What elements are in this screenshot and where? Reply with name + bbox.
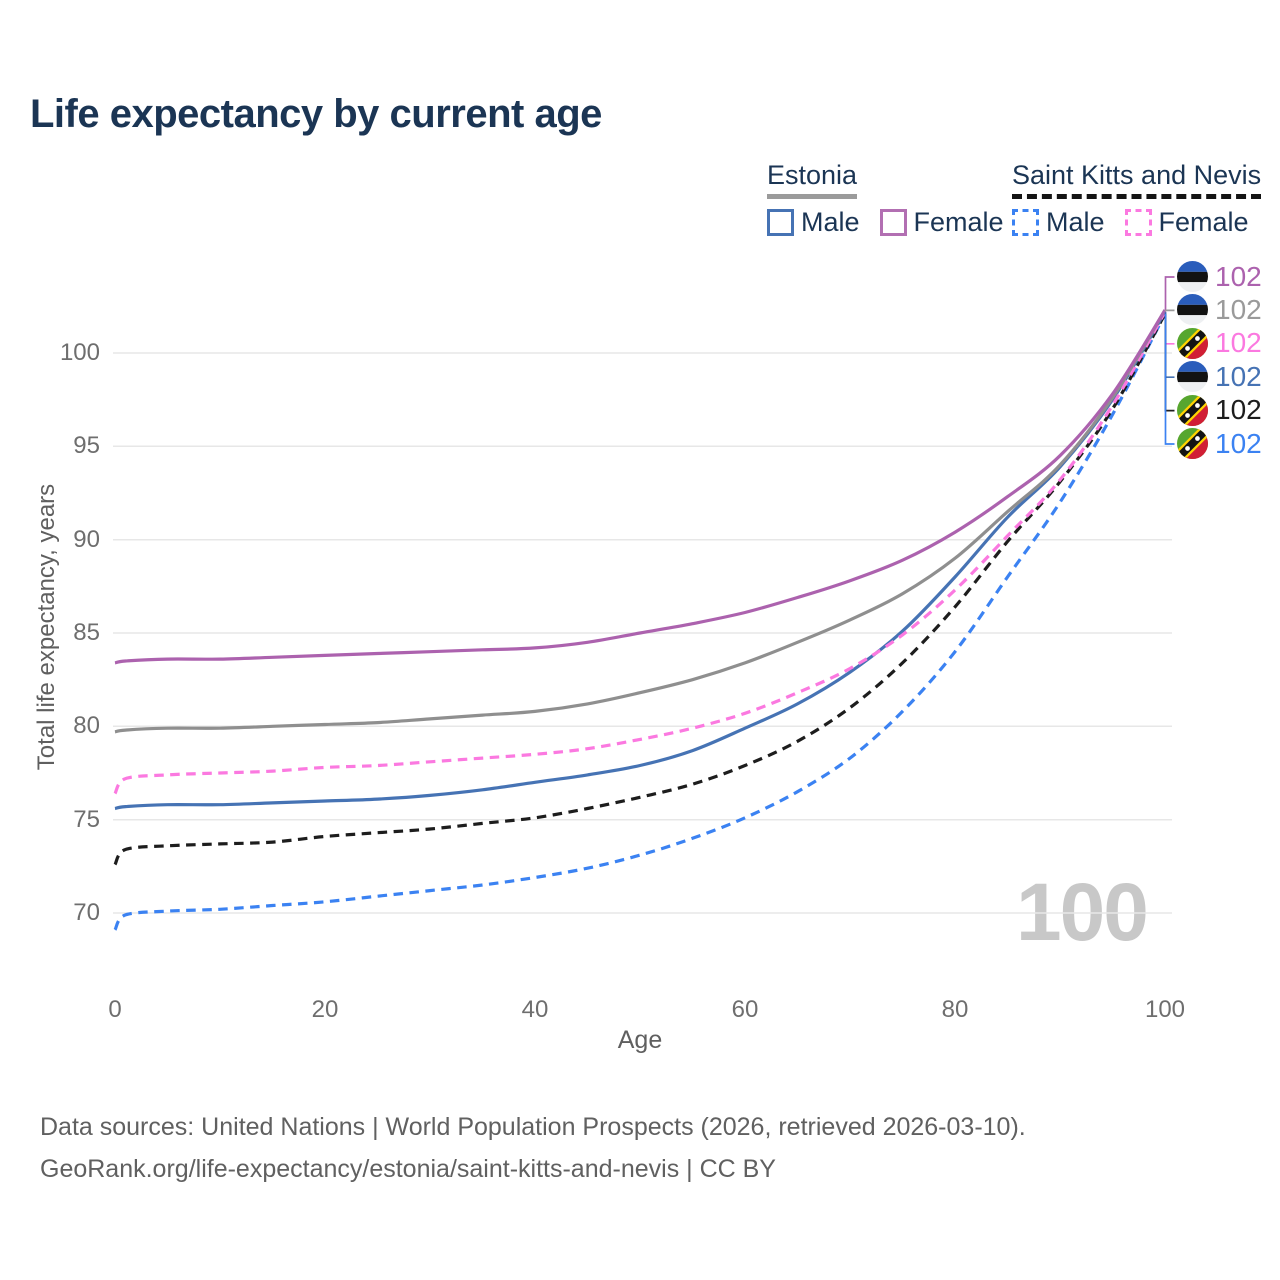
- x-axis-title: Age: [617, 1026, 663, 1054]
- saint-kitts-and-nevis-flag: [1177, 428, 1208, 459]
- country-flag-estonia-icon: [1177, 294, 1208, 326]
- legend-item-estonia-male[interactable]: Male: [767, 207, 860, 238]
- age-watermark: 100: [1016, 867, 1149, 958]
- end-label-value: 102: [1215, 293, 1262, 325]
- end-label-value: 102: [1215, 394, 1262, 426]
- x-tick-label: 60: [731, 996, 759, 1023]
- y-tick-label: 95: [73, 432, 100, 460]
- footer-url: GeoRank.org/life-expectancy/estonia/sain…: [40, 1155, 776, 1183]
- end-label-row: 102: [1177, 394, 1262, 426]
- series-line-saint-kitts-and-nevis-male[interactable]: [113, 313, 1167, 931]
- series-line-estonia-both-sexes[interactable]: [114, 309, 1167, 734]
- end-label-row: 102: [1177, 261, 1262, 292]
- legend-country-saint-kitts-and-nevis[interactable]: Saint Kitts and Nevis: [1012, 160, 1262, 199]
- x-tick-label: 20: [311, 996, 339, 1023]
- y-tick-label: 100: [59, 338, 100, 366]
- end-label-row: 102: [1177, 293, 1262, 326]
- end-label-row: 102: [1177, 360, 1262, 393]
- end-label-value: 102: [1215, 260, 1262, 292]
- end-label-row: 102: [1177, 327, 1262, 359]
- estonia-male-swatch-icon: [767, 209, 794, 236]
- legend-item-skn-female[interactable]: Female: [1124, 207, 1249, 238]
- legend-items-saint-kitts-and-nevis: Male Female: [1012, 207, 1261, 238]
- series-line-saint-kitts-and-nevis-female[interactable]: [113, 311, 1167, 795]
- y-tick-label: 75: [73, 805, 100, 833]
- country-flag-estonia-icon: [1177, 261, 1208, 292]
- end-label-value: 102: [1215, 427, 1262, 459]
- end-label-connector: [1164, 276, 1175, 311]
- estonia-flag: [1177, 261, 1208, 292]
- footer-sources: Data sources: United Nations | World Pop…: [40, 1113, 1026, 1141]
- legend-item-skn-male[interactable]: Male: [1012, 207, 1105, 238]
- x-tick-label: 100: [1144, 996, 1186, 1023]
- legend-item-label: Male: [1046, 207, 1105, 237]
- estonia-female-swatch-icon: [879, 209, 907, 236]
- end-label-connector: [1164, 311, 1175, 345]
- x-tick-label: 80: [941, 996, 969, 1023]
- skn-female-swatch-icon: [1124, 209, 1152, 236]
- legend-item-label: Male: [801, 207, 860, 237]
- series-line-estonia-male[interactable]: [114, 311, 1167, 811]
- end-label-value: 102: [1215, 327, 1262, 359]
- estonia-flag: [1177, 361, 1208, 393]
- estonia-flag: [1177, 294, 1208, 326]
- series-line-saint-kitts-and-nevis-both-sexes[interactable]: [113, 313, 1167, 866]
- legend-group-saint-kitts-and-nevis: Saint Kitts and Nevis Male Female: [1012, 160, 1262, 238]
- end-label-connector: [1164, 313, 1175, 445]
- country-flag-estonia-icon: [1177, 361, 1208, 393]
- skn-male-swatch-icon: [1012, 209, 1039, 236]
- y-tick-label: 85: [73, 618, 100, 646]
- legend-item-label: Female: [1158, 207, 1249, 237]
- end-label-connector: [1164, 311, 1175, 379]
- legend-item-label: Female: [913, 207, 1004, 237]
- end-label-row: 102: [1177, 428, 1262, 459]
- country-flag-saint-kitts-and-nevis-icon: [1177, 327, 1208, 359]
- footer: Data sources: United Nations | World Pop…: [40, 1106, 1026, 1190]
- page-title: Life expectancy by current age: [30, 92, 602, 136]
- saint-kitts-and-nevis-flag: [1177, 327, 1208, 359]
- legend-group-estonia: Estonia Male Female: [767, 160, 1004, 238]
- country-flag-saint-kitts-and-nevis-icon: [1177, 428, 1208, 459]
- y-tick-label: 90: [73, 525, 100, 553]
- x-tick-label: 40: [521, 996, 549, 1023]
- end-label-connector: [1164, 313, 1175, 412]
- x-tick-label: 0: [108, 996, 122, 1023]
- saint-kitts-and-nevis-flag: [1177, 394, 1208, 426]
- series-line-estonia-female[interactable]: [114, 309, 1167, 665]
- y-tick-label: 70: [73, 899, 100, 926]
- country-flag-saint-kitts-and-nevis-icon: [1177, 394, 1208, 426]
- legend-item-estonia-female[interactable]: Female: [879, 207, 1004, 238]
- y-tick-label: 80: [73, 712, 100, 740]
- end-label-value: 102: [1215, 360, 1262, 392]
- legend-country-estonia[interactable]: Estonia: [767, 160, 858, 199]
- legend-items-estonia: Male Female: [767, 207, 1004, 238]
